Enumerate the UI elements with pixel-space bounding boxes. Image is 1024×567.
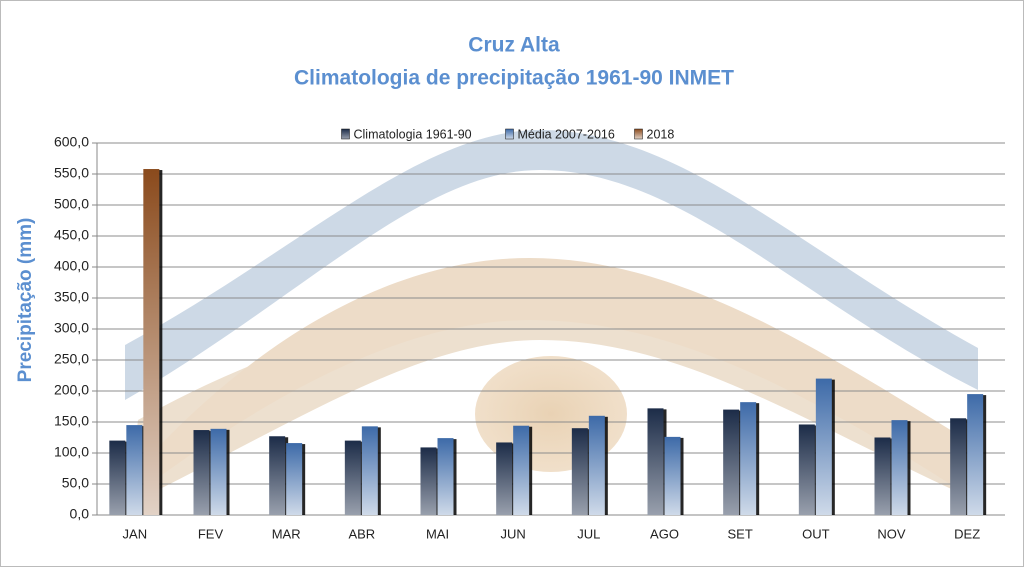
bar	[269, 436, 286, 515]
bar	[344, 440, 361, 515]
bar	[286, 443, 303, 515]
y-tick-label: 500,0	[54, 196, 89, 212]
decor-swoosh-blue	[125, 130, 978, 400]
y-tick-label: 350,0	[54, 289, 89, 305]
bar	[891, 420, 908, 515]
x-tick-label: FEV	[198, 526, 224, 541]
bar	[874, 437, 891, 515]
y-tick-label: 250,0	[54, 351, 89, 367]
y-tick-label: 0,0	[70, 506, 90, 522]
bar	[193, 430, 210, 515]
y-tick-label: 100,0	[54, 444, 89, 460]
bar	[815, 378, 832, 515]
bar	[420, 447, 437, 515]
x-tick-label: DEZ	[954, 526, 980, 541]
legend-swatch	[341, 128, 350, 140]
x-tick-label: OUT	[802, 526, 830, 541]
bar	[126, 425, 143, 515]
x-tick-label: MAR	[272, 526, 301, 541]
decor-swoosh-tan2	[128, 258, 975, 500]
bar	[664, 436, 681, 515]
chart-subtitle: Climatologia de precipitação 1961-90 INM…	[294, 67, 734, 90]
legend-label: 2018	[647, 127, 675, 141]
x-tick-label: SET	[728, 526, 753, 541]
bar	[967, 394, 984, 515]
bar	[437, 438, 454, 515]
legend-label: Média 2007-2016	[518, 127, 615, 141]
chart-title: Cruz Alta	[468, 34, 560, 57]
y-tick-label: 600,0	[54, 134, 89, 150]
legend-swatch	[505, 128, 514, 140]
bar	[210, 428, 227, 515]
bar	[513, 425, 530, 515]
legend-swatch	[634, 128, 643, 140]
bar	[496, 442, 513, 515]
legend-label: Climatologia 1961-90	[354, 127, 472, 141]
bar	[740, 402, 757, 515]
bar	[950, 418, 967, 515]
bar	[571, 428, 588, 515]
x-tick-label: JUL	[577, 526, 600, 541]
bar	[588, 415, 605, 515]
bar	[361, 426, 378, 515]
bar	[109, 440, 126, 515]
bar	[798, 424, 815, 515]
x-tick-label: NOV	[877, 526, 906, 541]
bar	[143, 169, 160, 516]
y-tick-label: 450,0	[54, 227, 89, 243]
x-tick-label: AGO	[650, 526, 679, 541]
y-tick-label: 150,0	[54, 413, 89, 429]
x-tick-label: JUN	[501, 526, 526, 541]
y-tick-label: 300,0	[54, 320, 89, 336]
x-tick-label: MAI	[426, 526, 449, 541]
bar	[647, 408, 664, 515]
x-tick-label: ABR	[348, 526, 375, 541]
x-tick-label: JAN	[123, 526, 148, 541]
y-axis-label: Precipitação (mm)	[15, 218, 36, 383]
y-tick-label: 400,0	[54, 258, 89, 274]
bar	[723, 409, 740, 515]
y-tick-label: 550,0	[54, 165, 89, 181]
y-tick-label: 200,0	[54, 382, 89, 398]
y-tick-label: 50,0	[62, 475, 89, 491]
